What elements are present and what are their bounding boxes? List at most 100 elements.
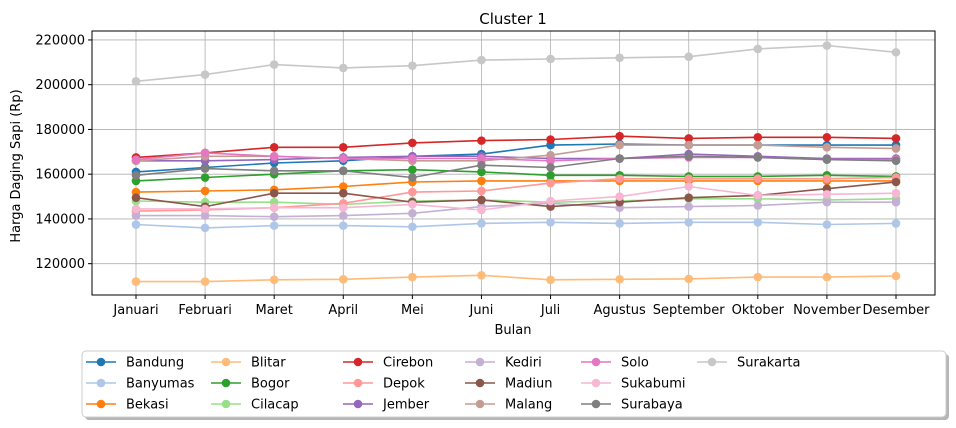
data-point [269,275,279,285]
legend-box [81,350,947,418]
series-cilacap [131,194,901,209]
y-tick-label: 140000 [35,212,85,227]
data-point [822,220,832,229]
x-tick-label: Desember [862,303,930,318]
data-point [684,151,694,161]
data-point [684,174,694,183]
legend-label: Solo [621,356,649,371]
legend-item: Madiun [465,377,553,392]
x-tick-label: Juni [468,303,493,318]
data-point [615,219,624,228]
x-tick-label: Agustus [593,303,645,318]
data-point [200,211,210,220]
data-point [408,165,417,175]
legend-item: Banyumas [86,377,195,392]
legend-label: Surakarta [737,356,800,371]
data-point [131,204,141,214]
series-line [135,181,897,208]
legend-item: Solo [581,356,649,371]
series-line [136,274,897,283]
legend-label: Jember [382,398,430,413]
x-tick-label: Februari [178,303,232,318]
legend-label: Sukabumi [621,377,686,392]
legend-item: Cilacap [211,398,299,413]
series-line [135,135,897,159]
legend-label: Blitar [251,356,286,371]
data-point [200,204,210,214]
legend-label: Banyumas [126,377,195,392]
legend-item: Sukabumi [581,377,686,392]
data-point [408,200,417,209]
legend-marker [591,378,601,388]
y-tick-label: 160000 [35,168,85,183]
data-point [477,176,486,186]
data-point [477,55,486,65]
legend-label: Bekasi [126,398,169,413]
legend-item: Surakarta [697,356,800,371]
series-line [135,168,897,182]
data-point [269,188,279,198]
y-tick-label: 180000 [35,123,85,138]
data-point [477,154,486,163]
data-point [338,221,348,230]
series-surakarta [131,41,901,86]
legend-marker [475,357,485,367]
series-sukabumi [131,182,901,215]
legend-marker [591,357,601,367]
data-point [546,163,555,172]
series-line [135,221,897,229]
legend-marker [591,399,601,409]
data-point [822,190,832,199]
series-line [135,180,896,193]
legend-marker [221,357,231,367]
data-point [408,222,417,232]
data-point [684,134,694,143]
legend-marker [353,378,363,388]
data-point [615,192,624,201]
data-point [408,173,417,182]
x-tick-label: Maret [256,303,293,318]
data-point [131,155,141,164]
data-point [891,156,901,166]
data-point [684,140,694,150]
legend-item: Depok [343,377,425,392]
data-point [546,171,555,180]
data-point [546,156,555,166]
legend-item: Bekasi [86,398,169,413]
data-point [408,187,417,197]
data-point [338,143,348,152]
grid [92,31,935,295]
data-point [338,166,348,176]
data-point [684,193,694,202]
data-point [269,166,279,176]
data-point [408,61,417,70]
data-point [338,203,348,213]
legend-label: Surabaya [621,398,683,413]
series-bogor [131,165,901,186]
data-point [753,272,763,282]
legend-marker [96,357,106,367]
legend-label: Kediri [505,356,542,371]
legend-item: Bogor [211,377,290,392]
y-tick-label: 120000 [35,257,85,272]
legend-item: Bandung [86,356,184,371]
x-axis-label: Bulan [495,323,532,338]
series-surabaya [131,151,901,182]
data-point [753,153,763,162]
data-point [891,219,901,228]
data-point [408,154,417,163]
legend-marker [221,399,231,409]
legend-item: Jember [343,398,430,413]
data-point [891,144,901,153]
data-point [891,47,901,57]
legend-marker [353,357,363,367]
legend-marker [353,399,363,409]
data-point [269,212,279,221]
data-point [615,131,624,141]
data-point [546,196,555,206]
legend-label: Depok [383,377,425,392]
data-point [684,202,694,211]
data-point [546,217,555,227]
series-line [136,185,897,211]
data-point [408,138,417,148]
